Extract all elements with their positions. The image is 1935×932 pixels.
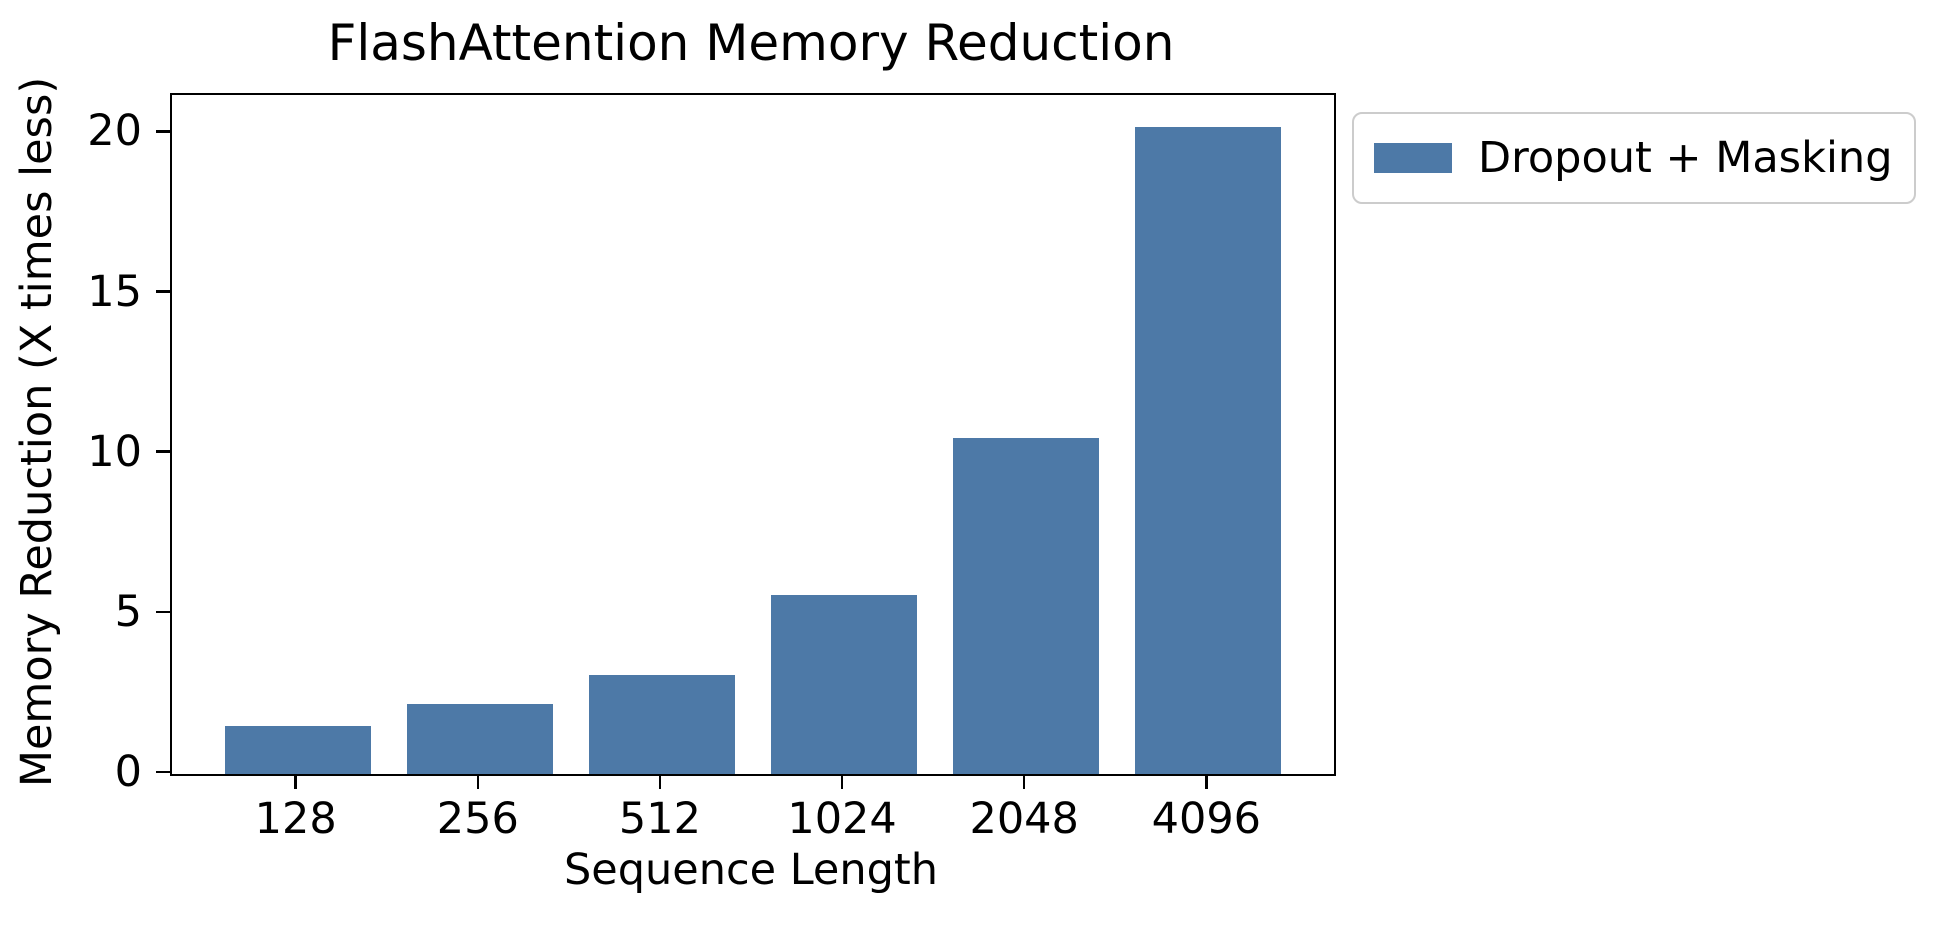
bar-256 — [406, 703, 553, 774]
x-tick-label-4096: 4096 — [1151, 794, 1262, 844]
x-tick-mark-2048 — [1022, 774, 1026, 789]
x-tick-mark-4096 — [1205, 774, 1208, 789]
y-tick-label-0: 0 — [114, 747, 142, 797]
x-tick-label-2048: 2048 — [969, 794, 1079, 844]
y-tick-label-5: 5 — [114, 586, 142, 637]
bar-128 — [224, 725, 371, 774]
y-tick-mark-0 — [156, 770, 170, 774]
plot-area — [170, 93, 1336, 776]
y-tick-mark-5 — [156, 610, 170, 614]
x-tick-mark-512 — [658, 774, 662, 789]
x-tick-label-128: 128 — [254, 794, 337, 844]
x-tick-mark-256 — [476, 774, 480, 789]
y-tick-mark-10 — [156, 450, 170, 453]
legend-label: Dropout + Masking — [1478, 133, 1893, 183]
legend: Dropout + Masking — [1352, 112, 1917, 204]
bar-512 — [589, 674, 735, 774]
bar-1024 — [771, 594, 917, 774]
x-axis-label: Sequence Length — [563, 845, 939, 895]
x-tick-label-256: 256 — [436, 794, 519, 844]
y-tick-label-10: 10 — [87, 426, 142, 477]
y-tick-label-20: 20 — [87, 106, 142, 157]
y-tick-label-15: 15 — [87, 266, 142, 317]
chart-title: FlashAttention Memory Reduction — [327, 14, 1175, 72]
x-tick-mark-128 — [294, 774, 297, 789]
legend-swatch — [1374, 143, 1452, 173]
x-tick-mark-1024 — [840, 774, 844, 789]
bar-2048 — [953, 437, 1100, 774]
y-tick-mark-20 — [156, 130, 170, 133]
x-tick-label-1024: 1024 — [787, 794, 897, 844]
x-tick-label-512: 512 — [618, 794, 701, 844]
bar-4096 — [1135, 127, 1282, 774]
y-tick-mark-15 — [156, 290, 170, 293]
